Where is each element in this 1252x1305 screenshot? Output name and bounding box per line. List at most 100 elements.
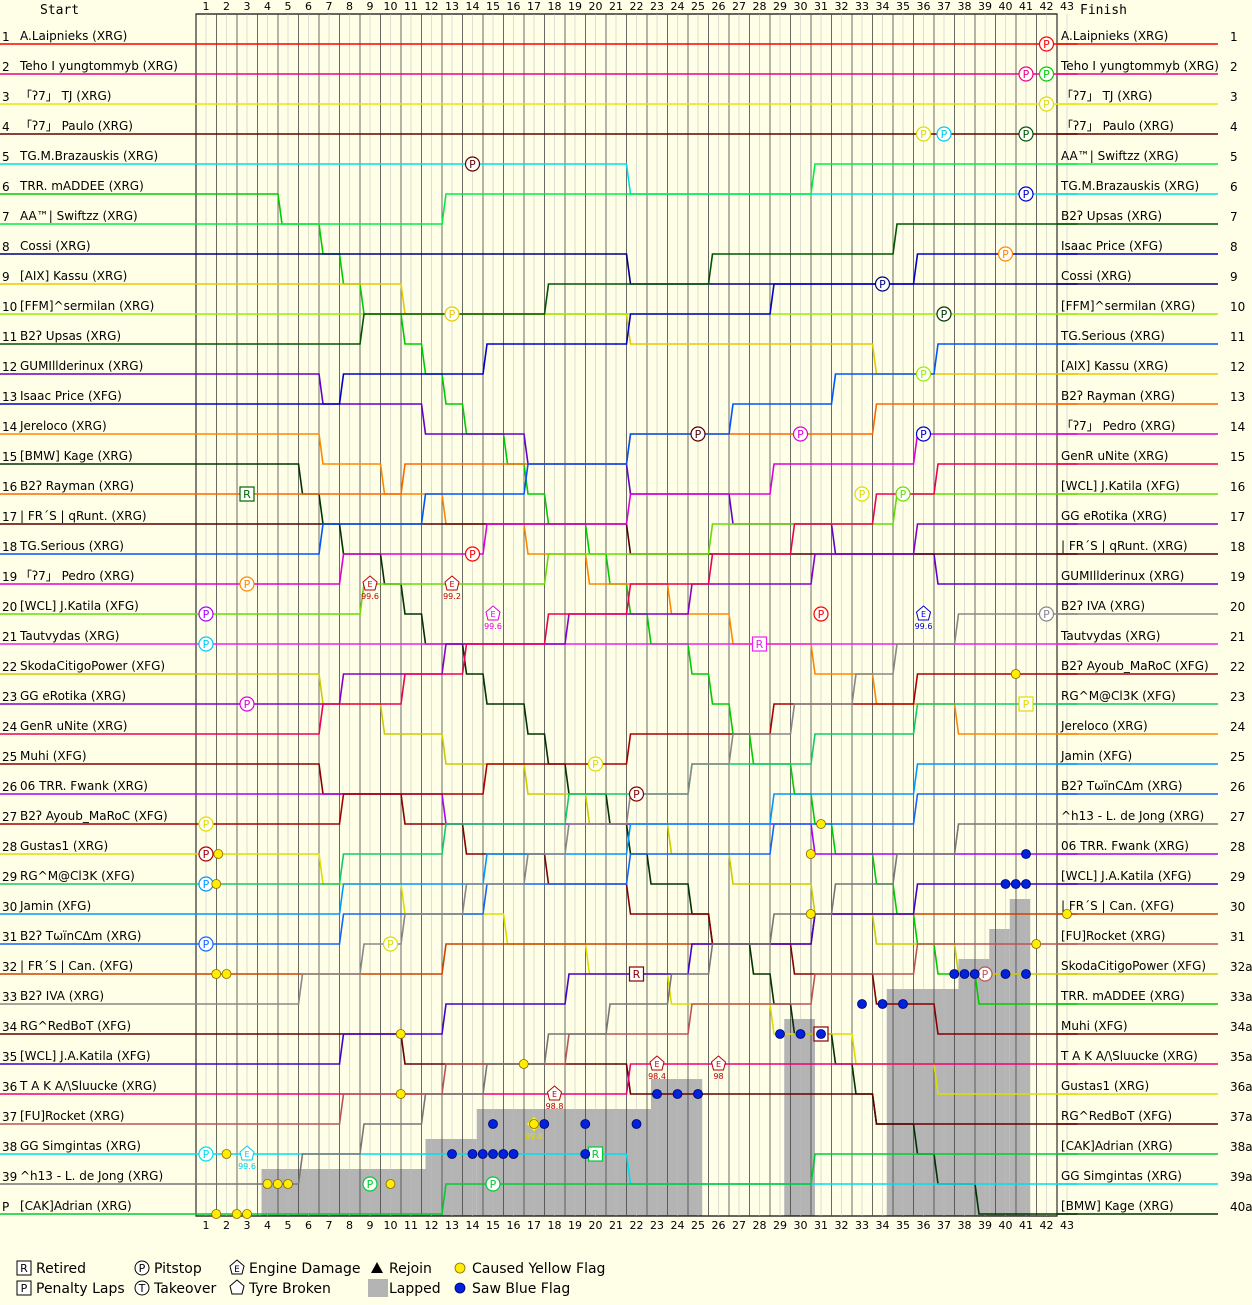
blue-flag-dot	[969, 969, 980, 979]
pitstop-marker-ring	[464, 546, 481, 562]
lap-tick-label-bottom: 3	[244, 1219, 251, 1232]
pitstop-marker-letter: P	[633, 788, 640, 801]
start-driver-name: Tautvydas (XRG)	[19, 629, 119, 643]
lap-tick-label-bottom: 17	[527, 1219, 541, 1232]
lap-tick-label-top: 41	[1019, 0, 1033, 13]
pitstop-marker-ring	[874, 276, 891, 292]
lap-tick-label-bottom: 29	[773, 1219, 787, 1232]
lap-tick-label-bottom: 34	[876, 1219, 890, 1232]
lapped-region	[630, 1109, 651, 1216]
blue-flag-dot	[877, 999, 888, 1009]
yellow-flag-dot	[805, 909, 816, 919]
finish-position-number: 29	[1230, 870, 1245, 884]
finish-driver-name: Cossi (XRG)	[1061, 269, 1132, 283]
lap-tick-label-top: 26	[712, 0, 726, 13]
lap-tick-label-bottom: 10	[384, 1219, 398, 1232]
pitstop-marker-letter: P	[449, 308, 456, 321]
yellow-flag-dot	[395, 1029, 406, 1039]
blue-flag-dot	[580, 1149, 591, 1159]
lap-tick-label-bottom: 27	[732, 1219, 746, 1232]
lap-tick-label-bottom: 2	[223, 1219, 230, 1232]
lap-tick-label-top: 15	[486, 0, 500, 13]
lap-tick-label-bottom: 31	[814, 1219, 828, 1232]
finish-driver-name: [BMW] Kage (XRG)	[1061, 1199, 1174, 1213]
finish-position-number: 23	[1230, 690, 1245, 704]
legend-label: Retired	[36, 1261, 86, 1277]
pitstop-marker-ring	[895, 486, 911, 502]
blue-flag-dot	[857, 999, 867, 1009]
finish-position-number: 16	[1230, 480, 1245, 494]
engine-damage-value: 99.6	[915, 622, 933, 631]
lap-tick-label-bottom: 38	[958, 1219, 972, 1232]
start-driver-name: B2ʔ Upsas (XRG)	[20, 329, 121, 343]
pitstop-marker-ring	[628, 786, 645, 802]
finish-driver-name: [AIX] Kassu (XRG)	[1061, 359, 1168, 373]
lap-tick-label-bottom: 33	[855, 1219, 869, 1232]
pitstop-marker-letter: P	[920, 428, 927, 441]
finish-driver-name: 「ʔ7」 Paulo (XRG)	[1061, 119, 1174, 133]
finish-position-number: 22	[1230, 660, 1245, 674]
finish-position-number: 11	[1230, 330, 1245, 344]
finish-position-number: 28	[1230, 840, 1245, 854]
lap-tick-label-top: 7	[326, 0, 333, 13]
yellow-flag-dot	[805, 849, 816, 859]
lap-tick-labels: 1122334455667788991010111112121313141415…	[203, 0, 1075, 1232]
lap-tick-label-bottom: 15	[486, 1219, 500, 1232]
legend-tyre-symbol	[229, 1279, 245, 1295]
pitstop-marker-ring	[239, 576, 255, 592]
lap-tick-label-bottom: 5	[285, 1219, 292, 1232]
start-driver-name: Jamin (XFG)	[19, 899, 91, 913]
lap-tick-label-top: 20	[589, 0, 603, 13]
pitstop-marker-ring	[382, 936, 399, 952]
engine-damage-letter: E	[552, 1090, 557, 1099]
finish-position-number: 40a	[1230, 1200, 1252, 1214]
pitstop-marker-letter: P	[1043, 608, 1050, 621]
lap-tick-label-top: 13	[445, 0, 459, 13]
legend-label: Takeover	[153, 1281, 216, 1297]
legend-circle-symbol	[134, 1280, 150, 1296]
lap-tick-label-bottom: 12	[425, 1219, 439, 1232]
lap-tick-label-bottom: 18	[548, 1219, 562, 1232]
lapped-region	[261, 1169, 426, 1216]
blue-flag-dot	[1021, 879, 1031, 889]
lap-tick-label-bottom: 37	[937, 1219, 951, 1232]
pitstop-marker-letter: P	[244, 698, 251, 711]
legend-blue-dot	[454, 1282, 466, 1294]
start-position-number: 3	[2, 90, 10, 104]
yellow-flag-dot	[1031, 939, 1042, 949]
start-position-number: 9	[2, 270, 10, 284]
finish-position-number: 39a	[1230, 1170, 1252, 1184]
blue-flag-dot	[816, 1029, 826, 1039]
blue-flag-dot	[959, 969, 970, 979]
legend-square-symbol	[16, 1260, 32, 1276]
lap-tick-label-bottom: 30	[794, 1219, 808, 1232]
driver-position-line	[196, 1063, 1078, 1095]
finish-driver-name: [CAK]Adrian (XRG)	[1061, 1139, 1173, 1153]
finish-position-number: 8	[1230, 240, 1238, 254]
pitstop-marker-ring	[690, 426, 706, 442]
finish-driver-name: Jereloco (XRG)	[1060, 719, 1148, 733]
start-position-number: 24	[2, 720, 17, 734]
lap-tick-label-bottom: 32	[835, 1219, 849, 1232]
yellow-flag-dot	[518, 1059, 529, 1069]
finish-position-number: 20	[1230, 600, 1245, 614]
pitstop-marker-ring	[464, 156, 481, 172]
finish-position-number: 4	[1230, 120, 1238, 134]
finish-driver-name: Teho I yungtommyb (XRG)	[1060, 59, 1219, 73]
pitstop-marker-letter: P	[1023, 188, 1030, 201]
retired-marker-letter: R	[243, 488, 251, 501]
lap-tick-label-bottom: 4	[264, 1219, 271, 1232]
engine-damage-value: 98	[713, 1072, 723, 1081]
finish-driver-name: B2ʔ Ayoub_MaRoC (XFG)	[1061, 659, 1209, 673]
start-grid-labels: 1 A.Laipnieks (XRG) 2 Teho I yungtommyb (XR…	[0, 29, 196, 1215]
pitstop-marker-letter: P	[900, 488, 907, 501]
finish-driver-name: GUMIllderinux (XRG)	[1061, 569, 1184, 583]
legend-circle-symbol	[134, 1260, 150, 1276]
yellow-flag-dot	[262, 1179, 273, 1189]
lap-tick-label-top: 36	[917, 0, 931, 13]
finish-position-number: 31	[1230, 930, 1245, 944]
lap-tick-label-top: 27	[732, 0, 746, 13]
lap-tick-label-top: 31	[814, 0, 828, 13]
pitstop-marker-letter: P	[1043, 98, 1050, 111]
finish-driver-name: RG^M@Cl3K (XFG)	[1061, 689, 1176, 703]
